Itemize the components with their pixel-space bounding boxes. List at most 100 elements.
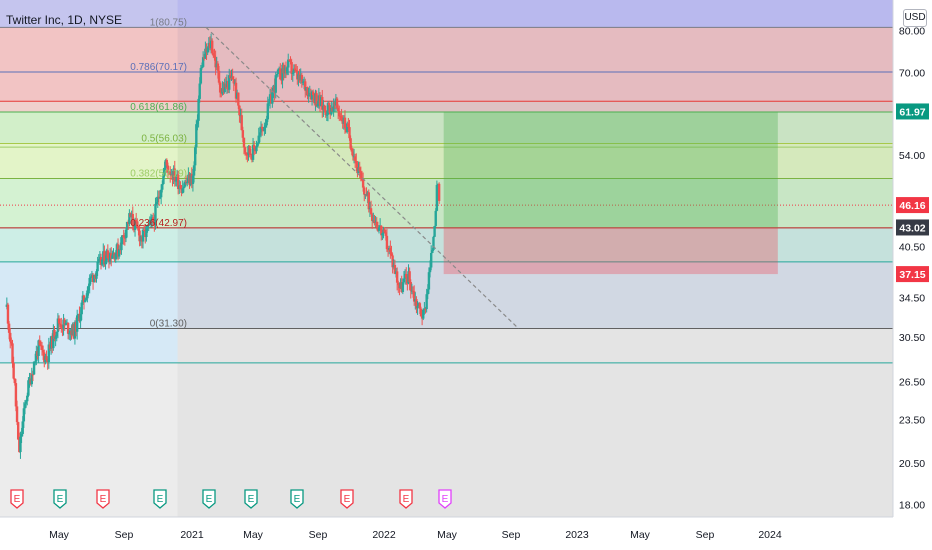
candle-body — [31, 374, 35, 376]
candle-body — [20, 433, 23, 437]
candle-body — [87, 285, 90, 291]
candle-body — [424, 308, 427, 310]
earnings-badge — [399, 489, 413, 509]
candle-body — [275, 73, 279, 76]
price-badge-label: 43.02 — [899, 222, 925, 234]
candle-body — [234, 82, 238, 99]
candle-body — [383, 229, 386, 233]
candle-body — [214, 57, 217, 68]
candle-body — [181, 188, 184, 193]
candle-body — [182, 186, 186, 189]
candle-body — [35, 351, 38, 362]
candle-body — [52, 330, 55, 349]
candle-body — [245, 152, 248, 155]
candle-body — [66, 322, 70, 334]
candle-body — [117, 249, 121, 257]
candle-body — [279, 68, 282, 80]
candle-body — [433, 226, 436, 237]
price-tick: 40.50 — [899, 242, 925, 254]
candle-body — [83, 299, 87, 303]
candle-body — [162, 173, 165, 185]
fib-label: 0(31.30) — [150, 319, 187, 330]
candle-body — [157, 196, 161, 198]
candle-body — [437, 183, 441, 201]
candle-body — [243, 147, 247, 153]
candle-body — [198, 83, 201, 99]
candle-body — [12, 363, 15, 379]
candle-body — [131, 213, 134, 226]
candle-body — [55, 331, 58, 337]
candle-body — [22, 408, 26, 422]
price-badge-label: 37.15 — [899, 269, 925, 281]
candle-body — [370, 214, 374, 221]
time-tick: May — [49, 529, 70, 541]
candle-body — [367, 192, 370, 210]
candle-body — [427, 272, 431, 290]
candle-body — [428, 267, 432, 273]
candle-body — [216, 63, 220, 71]
earnings-badge — [290, 489, 304, 509]
time-tick: May — [243, 529, 264, 541]
time-tick: Sep — [309, 529, 328, 541]
currency-button[interactable]: USD — [903, 9, 927, 27]
candle-body — [15, 406, 19, 423]
candle-body — [391, 255, 394, 268]
candle-body — [395, 271, 399, 283]
candles — [5, 33, 441, 459]
candle-body — [429, 253, 433, 268]
candle-body — [6, 304, 10, 324]
candle-body — [89, 276, 93, 278]
earnings-badge — [53, 489, 67, 509]
candle-body — [292, 68, 296, 73]
candle-body — [350, 148, 353, 152]
candle-body — [149, 219, 153, 221]
earnings-marker: E — [96, 489, 110, 509]
candle-body — [154, 203, 157, 225]
candle-body — [415, 299, 418, 309]
candle-body — [263, 126, 266, 131]
candle-body — [27, 380, 30, 396]
candle-body — [321, 97, 324, 110]
price-badge — [896, 103, 929, 120]
candle-body — [104, 260, 107, 265]
candle-body — [58, 323, 62, 325]
candle-body — [348, 127, 351, 139]
candle-body — [256, 143, 259, 147]
candle-body — [80, 302, 83, 315]
candle-body — [179, 185, 182, 189]
candle-body — [375, 221, 378, 227]
price-badge-label: 61.97 — [899, 106, 925, 118]
candle-body — [184, 181, 188, 183]
candle-body — [260, 126, 264, 129]
candle-body — [266, 103, 270, 120]
candle-body — [137, 226, 140, 231]
long-position-tool — [443, 111, 778, 275]
candle-body — [405, 274, 408, 278]
candle-body — [106, 250, 110, 259]
candle-body — [412, 291, 416, 302]
candle-body — [204, 48, 207, 59]
candle-body — [14, 383, 18, 407]
fib-label: 0.5(56.03) — [141, 133, 187, 144]
candle-body — [128, 213, 131, 224]
candle-body — [435, 184, 439, 211]
candle-body — [380, 225, 383, 236]
candle-body — [377, 227, 381, 231]
candle-body — [373, 220, 376, 223]
candle-body — [316, 103, 319, 107]
candle-body — [332, 102, 335, 112]
price-tick: 26.50 — [899, 376, 925, 388]
candle-body — [246, 154, 249, 156]
candle-body — [324, 110, 327, 115]
symbol-title: Twitter Inc, 1D, NYSE — [6, 13, 123, 27]
candle-body — [24, 401, 28, 404]
candle-body — [231, 76, 234, 80]
candle-body — [88, 277, 91, 286]
earnings-marker: E — [202, 489, 216, 509]
candle-body — [37, 340, 40, 356]
candle-body — [54, 336, 57, 339]
price-tick: 18.00 — [899, 499, 925, 511]
earnings-marker: E — [340, 489, 354, 509]
candle-body — [306, 87, 309, 97]
